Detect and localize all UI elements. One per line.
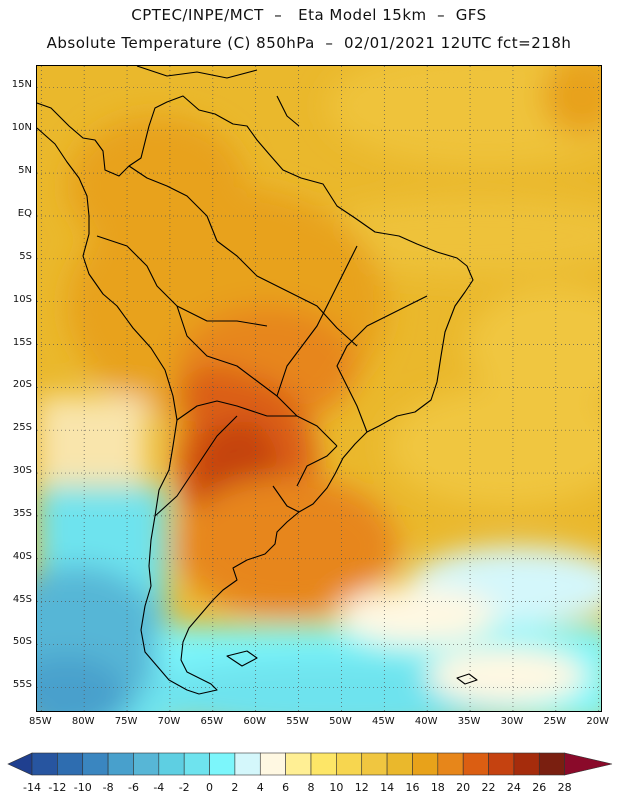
- caribbean-coast: [136, 66, 258, 79]
- colorbar-segment: [488, 752, 515, 776]
- title-line-1: CPTEC/INPE/MCT – Eta Model 15km – GFS: [131, 6, 487, 24]
- colorbar-segment: [234, 752, 261, 776]
- colorbar-segment: [437, 752, 464, 776]
- colorbar-segment: [158, 752, 185, 776]
- latitude-label: 45S: [12, 593, 32, 605]
- latitude-label: 5N: [18, 165, 32, 177]
- longitude-label: 60W: [243, 716, 266, 727]
- longitude-label: 50W: [329, 716, 352, 727]
- caribbean-coast: [276, 95, 300, 127]
- map-canvas: [37, 66, 601, 711]
- latitude-label: EQ: [17, 207, 32, 219]
- colorbar-segment: [462, 752, 489, 776]
- longitude-label: 55W: [286, 716, 309, 727]
- colorbar-label: 16: [405, 781, 420, 794]
- longitude-label: 35W: [457, 716, 481, 727]
- colorbar-label: 0: [206, 781, 214, 794]
- colorbar-segment: [209, 752, 236, 776]
- border-line: [336, 295, 428, 433]
- colorbar-label: -4: [153, 781, 165, 794]
- latitude-label: 20S: [12, 379, 32, 391]
- colorbar-segment: [412, 752, 439, 776]
- colorbar-segment: [538, 752, 565, 776]
- longitude-label: 75W: [114, 716, 138, 727]
- colorbar-label: -6: [127, 781, 139, 794]
- latitude-label: 30S: [12, 465, 32, 477]
- colorbar-label: 12: [354, 781, 369, 794]
- longitude-label: 65W: [200, 716, 224, 727]
- colorbar-label: -8: [102, 781, 114, 794]
- longitude-label: 70W: [157, 716, 181, 727]
- colorbar-label: -12: [48, 781, 67, 794]
- colorbar-label: 8: [307, 781, 315, 794]
- border-line: [128, 165, 218, 242]
- longitude-label: 25W: [543, 716, 567, 727]
- temperature-field: [37, 66, 601, 711]
- colorbar-segment: [31, 752, 58, 776]
- title-line-2: Absolute Temperature (C) 850hPa – 02/01/…: [46, 34, 572, 52]
- latitude-label: 10N: [11, 122, 32, 134]
- colorbar-label: 22: [481, 781, 496, 794]
- colorbar-label: 20: [456, 781, 471, 794]
- colorbar-segment: [259, 752, 286, 776]
- border-line: [272, 485, 300, 513]
- colorbar-label: 14: [380, 781, 395, 794]
- colorbar-label: 26: [532, 781, 547, 794]
- latitude-label: 40S: [12, 550, 32, 562]
- colorbar-segment: [57, 752, 84, 776]
- temperature-map: [36, 65, 602, 712]
- latitude-label: 50S: [12, 636, 32, 648]
- colorbar-segment: [386, 752, 413, 776]
- border-line: [176, 400, 297, 421]
- colorbar-segment: [336, 752, 363, 776]
- colorbar-segment: [310, 752, 337, 776]
- border-line: [154, 415, 238, 517]
- border-line: [216, 240, 358, 347]
- colorbar-label: 28: [557, 781, 572, 794]
- colorbar: [7, 752, 613, 776]
- latitude-label: 15S: [12, 336, 32, 348]
- border-line: [176, 305, 338, 447]
- colorbar-label: -14: [23, 781, 41, 794]
- latitude-label: 35S: [12, 507, 32, 519]
- colorbar-arrow-low: [7, 752, 33, 776]
- colorbar-label: 24: [506, 781, 521, 794]
- colorbar-arrow-high: [564, 752, 613, 776]
- island: [226, 650, 258, 667]
- colorbar-label: 10: [329, 781, 344, 794]
- coastlines: [37, 66, 478, 695]
- colorbar-segment: [107, 752, 134, 776]
- colorbar-label: 2: [231, 781, 239, 794]
- latitude-label: 55S: [12, 679, 32, 691]
- colorbar-segment: [285, 752, 312, 776]
- colorbar-segment: [361, 752, 388, 776]
- longitude-label: 45W: [372, 716, 395, 727]
- border-line: [276, 245, 358, 397]
- longitude-label: 80W: [71, 716, 95, 727]
- latitude-label: 5S: [19, 250, 32, 262]
- colorbar-label: 18: [430, 781, 445, 794]
- colorbar-label: -10: [73, 781, 92, 794]
- longitude-label: 20W: [586, 716, 610, 727]
- border-line: [96, 235, 268, 327]
- colorbar-segment: [133, 752, 160, 776]
- colorbar-label: 4: [256, 781, 264, 794]
- colorbar-label: -2: [178, 781, 190, 794]
- island: [456, 673, 478, 685]
- colorbar-label: 6: [282, 781, 290, 794]
- colorbar-segment: [183, 752, 210, 776]
- latitude-label: 10S: [12, 293, 32, 305]
- latitude-label: 15N: [11, 79, 32, 91]
- border-line: [296, 445, 338, 487]
- longitude-label: 40W: [414, 716, 438, 727]
- longitude-label: 30W: [500, 716, 524, 727]
- latitude-label: 25S: [12, 422, 32, 434]
- longitude-label: 85W: [28, 716, 52, 727]
- colorbar-segment: [513, 752, 540, 776]
- colorbar-segment: [82, 752, 109, 776]
